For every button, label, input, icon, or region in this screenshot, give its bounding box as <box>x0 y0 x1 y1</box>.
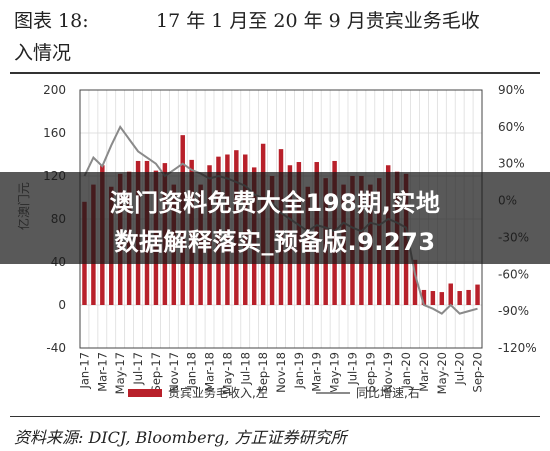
bottom-rule <box>10 416 540 417</box>
bar <box>412 259 418 305</box>
x-tick-label: Jan-17 <box>77 352 91 390</box>
x-tick-label: Sep-18 <box>256 352 270 392</box>
x-tick-label: Mar-20 <box>417 352 431 392</box>
left-tick-label: 200 <box>43 83 66 97</box>
overlay-line-2: 数据解释落实_预备版.9.273 <box>114 228 436 256</box>
x-tick-label: Sep-20 <box>471 352 485 392</box>
legend: 贵宾业务毛收入,左 同比增速,右 <box>128 385 420 400</box>
x-tick-label: Nov-19 <box>381 352 395 393</box>
x-tick-label: Jul-20 <box>453 352 467 386</box>
figure-title-line2: 入情况 <box>14 42 72 64</box>
x-tick-label: May-20 <box>435 352 449 394</box>
right-tick-label: -60% <box>498 267 529 281</box>
figure-title-line1: 17 年 1 月至 20 年 9 月贵宾业务毛收 <box>156 10 480 32</box>
legend-label-bar: 贵宾业务毛收入,左 <box>168 385 268 400</box>
x-tick-label: May-18 <box>220 352 234 394</box>
legend-label-line: 同比增速,右 <box>356 385 420 400</box>
figure-label: 图表 18: <box>14 10 89 32</box>
x-tick-label: Nov-17 <box>167 352 181 393</box>
bar <box>448 283 453 305</box>
bar <box>430 291 436 305</box>
right-tick-label: 30% <box>498 157 525 171</box>
left-tick-label: 160 <box>43 126 66 140</box>
x-tick-label: Nov-18 <box>274 352 288 393</box>
x-tick-label: Mar-18 <box>203 352 217 392</box>
bar <box>475 284 480 305</box>
right-tick-label: 60% <box>498 120 525 134</box>
right-tick-label: -90% <box>498 304 529 318</box>
bar <box>457 291 462 305</box>
overlay-line-1: 澳门资料免费大全198期,实地 <box>109 189 441 217</box>
x-tick-label: Mar-17 <box>95 352 109 392</box>
top-rule <box>10 72 540 74</box>
x-tick-label: May-19 <box>328 352 342 394</box>
right-tick-label: 90% <box>498 83 525 97</box>
left-tick-label: -40 <box>46 341 66 355</box>
x-tick-label: Sep-17 <box>149 352 163 392</box>
x-tick-label: Jan-19 <box>292 352 306 390</box>
bar <box>466 289 471 305</box>
figure-header: 图表 18: 17 年 1 月至 20 年 9 月贵宾业务毛收 入情况 <box>0 0 550 72</box>
x-tick-label: Jul-19 <box>345 352 359 386</box>
legend-swatch-bar <box>128 389 162 397</box>
x-tick-label: Jan-18 <box>185 352 199 390</box>
bar <box>421 289 427 305</box>
bar <box>439 292 445 305</box>
x-tick-label: Sep-19 <box>363 352 377 392</box>
x-tick-label: Mar-19 <box>310 352 324 392</box>
overlay-banner <box>0 172 550 264</box>
left-tick-label: 0 <box>58 298 66 312</box>
source-note: 资料来源: DICJ, Bloomberg, 方正证券研究所 <box>14 428 347 447</box>
x-tick-label: May-17 <box>113 352 127 394</box>
x-tick-label: Jul-17 <box>131 352 145 386</box>
x-tick-label: Jan-20 <box>399 352 413 390</box>
x-tick-label: Jul-18 <box>238 352 252 386</box>
right-tick-label: -120% <box>498 341 537 355</box>
